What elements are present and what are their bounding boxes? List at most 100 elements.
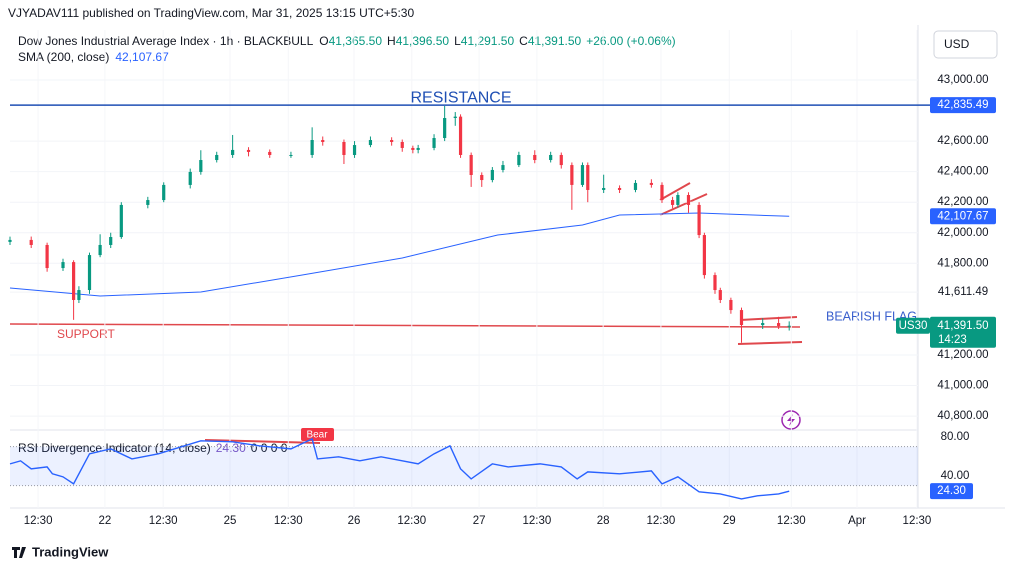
flag-line xyxy=(739,316,798,321)
x-tick-label: 25 xyxy=(224,515,237,527)
rsi-name: RSI Divergence Indicator (14, close) xyxy=(18,441,211,455)
price-tag-label: 41,391.50 xyxy=(937,320,988,332)
sma-line xyxy=(9,212,790,297)
x-tick-label: 12:30 xyxy=(522,515,551,527)
x-tick-label: 12:30 xyxy=(149,515,178,527)
price-tag xyxy=(930,316,996,348)
candle-body xyxy=(119,204,123,238)
candle-body xyxy=(98,244,102,256)
candle-body xyxy=(29,239,33,245)
candle-body xyxy=(61,262,65,269)
candle-body xyxy=(549,154,553,161)
candle-body xyxy=(533,154,537,161)
candle-body xyxy=(670,200,675,205)
candle-body xyxy=(787,325,791,327)
currency-button[interactable] xyxy=(933,30,998,59)
candle-body xyxy=(580,165,585,185)
x-tick-label: 26 xyxy=(348,515,361,527)
rsi-tag xyxy=(930,483,973,500)
y-tick-label: 41,611.49 xyxy=(938,286,988,298)
tv-logo xyxy=(12,547,26,558)
candle-body xyxy=(739,310,744,326)
ohlc-value: 41,365.50 xyxy=(329,34,383,48)
candle-body xyxy=(109,237,113,245)
sma-tag-label: 42,107.67 xyxy=(937,210,988,222)
rsi-value: 24.30 xyxy=(216,441,246,455)
rsi-tick-label: 40.00 xyxy=(941,470,970,482)
candle-body xyxy=(342,141,346,155)
candle-body xyxy=(570,165,574,185)
rsi-legend: RSI Divergence Indicator (14, close) 24.3… xyxy=(18,441,288,455)
candle-body xyxy=(517,154,521,166)
candle-body xyxy=(702,235,706,276)
x-tick-label: 12:30 xyxy=(24,515,53,527)
y-tick-label: 41,200.00 xyxy=(937,349,988,361)
currency-label[interactable]: USD xyxy=(944,37,970,51)
candle-body xyxy=(713,275,717,291)
flag-pole xyxy=(659,193,708,216)
candle-body xyxy=(368,140,373,146)
candle-body xyxy=(45,244,49,269)
change: +26.00 (+0.06%) xyxy=(586,34,675,48)
candle-body xyxy=(761,323,765,326)
bear-label: Bear xyxy=(306,430,328,441)
y-tick-label: 41,800.00 xyxy=(937,257,988,269)
rsi-line xyxy=(9,437,790,500)
x-tick-label: 12:30 xyxy=(777,515,806,527)
candle-body xyxy=(649,182,653,185)
candle-body xyxy=(686,195,691,205)
x-tick-label: Apr xyxy=(848,515,866,527)
divergence-line xyxy=(204,439,321,444)
rsi-tag-label: 24.30 xyxy=(937,485,966,497)
ohlc-key: C xyxy=(519,34,528,48)
candle-body xyxy=(443,118,447,139)
x-tick-label: 27 xyxy=(473,515,486,527)
rsi-flags: 0 0 0 0 xyxy=(251,441,288,455)
candle-body xyxy=(87,255,92,291)
candle-body xyxy=(352,145,357,155)
x-tick-label: 12:30 xyxy=(274,515,303,527)
candle-body xyxy=(458,116,463,155)
support-line xyxy=(9,323,801,328)
resistance-label: RESISTANCE xyxy=(410,89,511,106)
y-tick-label: 42,400.00 xyxy=(937,166,988,178)
candle-body xyxy=(480,174,484,181)
candle-body xyxy=(215,154,219,161)
sma-name: SMA (200, close) xyxy=(18,50,109,64)
candle-body xyxy=(432,138,436,148)
candle-body xyxy=(559,154,563,166)
sma-value: 42,107.67 xyxy=(115,50,169,64)
candle-body xyxy=(8,239,12,242)
ohlc-key: H xyxy=(387,34,396,48)
flag-label: BEARISH FLAG xyxy=(826,309,917,323)
y-tick-label: 42,200.00 xyxy=(937,196,988,208)
y-tick-label: 43,000.00 xyxy=(937,74,988,86)
bear-tag xyxy=(301,428,334,441)
x-tick-label: 28 xyxy=(597,515,610,527)
legend-line: Dow Jones Industrial Average Index · 1h … xyxy=(18,34,676,48)
sma-tag xyxy=(930,208,996,225)
candle-body xyxy=(469,154,473,175)
x-tick-label: 12:30 xyxy=(903,515,932,527)
ohlc-value: 41,391.50 xyxy=(528,34,582,48)
symbol-tag-label: US30 xyxy=(899,320,928,332)
candle-body xyxy=(501,165,505,170)
publisher: VJYADAV111 published on TradingView.com,… xyxy=(8,6,414,20)
ohlc-key: O xyxy=(319,34,328,48)
candle-body xyxy=(490,169,494,181)
resistance-tag-label: 42,835.49 xyxy=(937,99,988,111)
candle-body xyxy=(633,182,638,190)
y-tick-label: 41,000.00 xyxy=(937,380,988,392)
candle-body xyxy=(776,323,781,326)
support-label: SUPPORT xyxy=(57,327,115,341)
x-tick-label: 12:30 xyxy=(647,515,676,527)
candle-body xyxy=(289,154,293,156)
resistance-tag xyxy=(930,97,996,114)
candle-body xyxy=(188,171,192,185)
candle-body xyxy=(199,160,203,172)
rsi-band xyxy=(10,446,918,486)
candle-body xyxy=(729,299,733,311)
ohlc-value: 41,396.50 xyxy=(396,34,450,48)
